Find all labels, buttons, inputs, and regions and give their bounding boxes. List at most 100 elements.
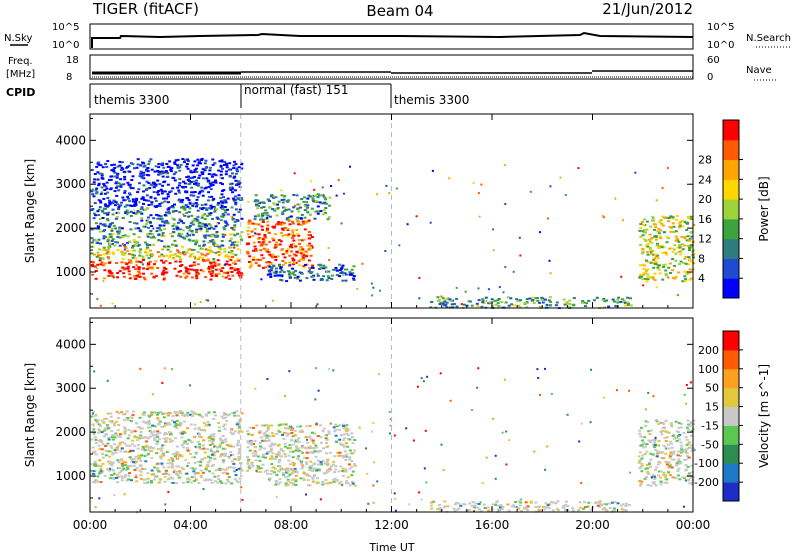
range-cell <box>605 299 609 302</box>
range-cell <box>638 467 642 470</box>
range-cell <box>262 239 266 242</box>
range-cell <box>102 197 106 200</box>
range-cell <box>146 421 150 424</box>
range-cell <box>136 439 140 442</box>
noise-cell <box>412 439 415 442</box>
range-cell <box>223 448 227 451</box>
range-cell <box>660 244 664 247</box>
range-cell <box>165 219 169 222</box>
range-cell <box>237 432 241 435</box>
range-cell <box>163 433 166 436</box>
range-cell <box>238 451 241 453</box>
range-cell <box>225 419 228 422</box>
range-cell <box>128 456 132 459</box>
range-cell <box>273 246 277 249</box>
range-cell <box>321 459 325 462</box>
range-cell <box>129 261 133 264</box>
range-cell <box>653 279 657 282</box>
range-cell <box>183 159 187 162</box>
range-cell <box>119 183 123 186</box>
noise-cell <box>319 498 322 501</box>
range-cell <box>162 444 166 447</box>
range-cell <box>135 480 139 483</box>
range-cell <box>108 202 112 205</box>
range-cell <box>344 455 348 458</box>
range-cell <box>98 248 101 251</box>
range-cell <box>290 246 294 249</box>
range-cell <box>118 160 122 163</box>
range-cell <box>263 470 267 473</box>
range-cell <box>117 206 121 209</box>
noise-cell <box>654 475 656 478</box>
range-cell <box>543 298 547 301</box>
range-cell <box>127 478 131 481</box>
range-cell <box>432 500 436 503</box>
range-cell <box>323 462 327 465</box>
range-cell <box>133 204 137 207</box>
range-cell <box>142 162 146 165</box>
range-cell <box>212 433 216 436</box>
cpid-segment-3: themis 3300 <box>394 93 469 107</box>
range-cell <box>266 273 270 276</box>
range-cell <box>111 275 115 278</box>
range-cell <box>651 216 655 219</box>
range-cell <box>237 448 241 450</box>
range-cell <box>667 447 671 450</box>
range-cell <box>131 198 135 201</box>
range-cell <box>233 241 237 244</box>
range-cell <box>214 181 218 184</box>
range-cell <box>159 163 163 166</box>
range-cell <box>210 440 214 443</box>
range-cell <box>221 235 225 238</box>
range-cell <box>268 215 272 218</box>
range-cell <box>100 174 104 177</box>
range-cell <box>156 251 160 254</box>
range-cell <box>121 413 125 416</box>
range-cell <box>292 259 296 261</box>
range-cell <box>514 501 517 503</box>
noise-cell <box>473 510 475 513</box>
range-cell <box>212 454 216 457</box>
range-cell <box>116 448 120 451</box>
range-cell <box>682 477 686 480</box>
range-cell <box>114 227 118 230</box>
range-cell <box>144 478 147 481</box>
range-cell <box>322 447 325 450</box>
range-cell <box>152 235 156 238</box>
range-cell <box>138 230 142 232</box>
range-cell <box>656 463 660 466</box>
range-cell <box>213 234 217 237</box>
range-cell <box>275 244 279 247</box>
range-cell <box>294 449 298 452</box>
range-cell <box>97 481 101 483</box>
range-cell <box>640 470 644 473</box>
range-cell <box>282 198 286 201</box>
range-cell <box>323 201 327 204</box>
range-cell <box>688 246 691 249</box>
range-cell <box>175 228 179 231</box>
noise-cell <box>546 217 549 220</box>
range-cell <box>273 225 276 228</box>
range-cell <box>276 470 280 473</box>
range-cell <box>285 250 289 253</box>
range-cell <box>125 209 129 212</box>
range-cell <box>174 425 178 428</box>
range-cell <box>125 466 129 469</box>
range-cell <box>222 425 226 428</box>
range-cell <box>488 301 492 304</box>
range-cell <box>173 421 176 424</box>
range-cell <box>684 464 688 467</box>
range-cell <box>562 506 566 509</box>
range-cell <box>154 165 158 168</box>
range-cell <box>228 246 232 249</box>
range-cell <box>168 440 172 443</box>
range-cell <box>646 243 650 246</box>
range-cell <box>212 417 216 420</box>
range-cell <box>680 219 684 222</box>
range-cell <box>348 456 352 459</box>
range-cell <box>165 271 169 274</box>
range-cell <box>253 200 257 203</box>
range-cell <box>192 239 195 242</box>
range-cell <box>295 471 299 474</box>
